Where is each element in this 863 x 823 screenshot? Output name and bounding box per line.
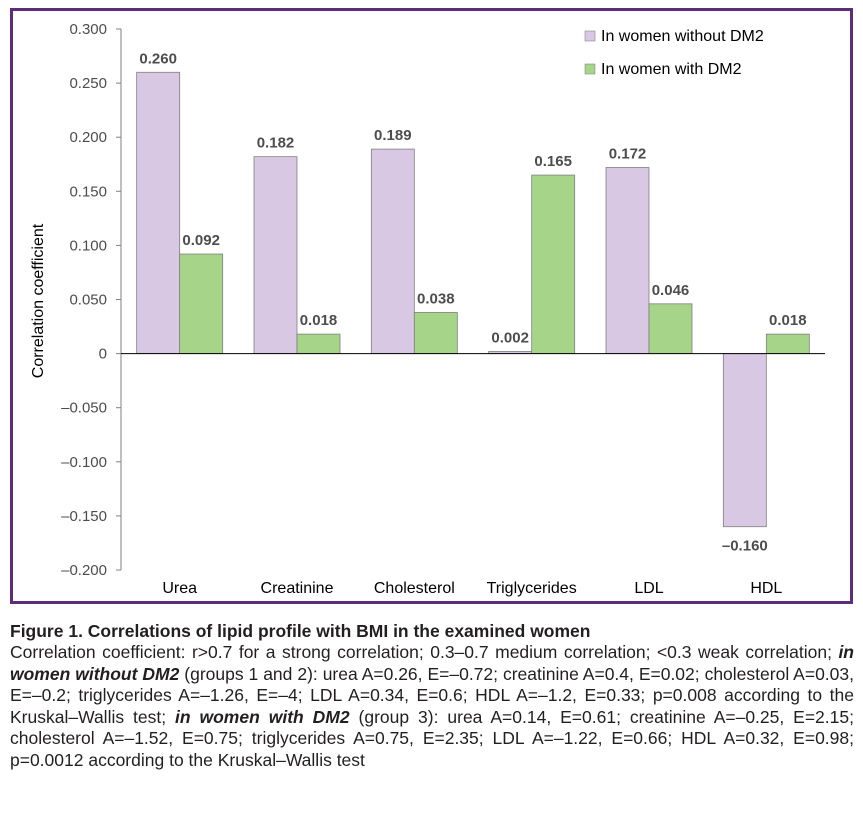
caption-body: Correlation coefficient: r>0.7 for a str… (10, 642, 854, 771)
data-label: 0.172 (609, 145, 647, 162)
data-labels: 0.260 0.092 0.182 0.018 0.189 0.038 0.002 0.165… (139, 50, 806, 554)
x-category-label: Urea (162, 580, 197, 597)
y-tick-label: –0.150 (61, 508, 107, 525)
bar (765, 333, 810, 354)
data-label: 0.092 (182, 232, 220, 249)
figure-caption: Figure 1. Correlations of lipid profile … (10, 620, 854, 771)
y-tick-label: –0.200 (61, 562, 107, 579)
category-labels: Urea Creatinine Cholesterol Triglycerides LD… (162, 580, 782, 597)
bar-chart: Correlation coefficient 0.3000.2500.2000… (30, 21, 825, 597)
bar (296, 333, 341, 354)
bar (648, 303, 693, 355)
bar (413, 312, 458, 355)
data-label: –0.160 (722, 538, 768, 555)
caption-emphasis: in women without DM2 (10, 642, 854, 684)
bar (531, 174, 576, 355)
data-label: 0.182 (257, 135, 295, 152)
bar (722, 353, 767, 528)
bar (605, 167, 650, 355)
y-axis-label: Correlation coefficient (30, 223, 47, 378)
caption-text: (group 3): urea A=0.14, E=0.61; creatini… (10, 706, 854, 770)
y-tick-label: 0.050 (69, 292, 107, 309)
y-tick-label: 0 (99, 346, 107, 363)
legend-label-with-dm2: In women with DM2 (601, 61, 742, 78)
legend: In women without DM2 In women with DM2 (584, 28, 764, 78)
x-category-label: Cholesterol (374, 580, 455, 597)
bar (136, 71, 181, 355)
y-tick-label: 0.250 (69, 75, 107, 92)
data-label: 0.018 (769, 312, 807, 329)
x-category-label: Creatinine (261, 580, 334, 597)
y-tick-label: –0.050 (61, 400, 107, 417)
y-tick-label: 0.100 (69, 237, 107, 254)
bar (253, 156, 298, 354)
bars (136, 71, 810, 528)
y-tick-label: 0.200 (69, 129, 107, 146)
bar (370, 148, 415, 355)
chart-frame: Correlation coefficient 0.300 0.250 0.200 0… (10, 8, 853, 604)
x-category-label: LDL (634, 580, 663, 597)
caption-text: (groups 1 and 2): urea A=0.26, E=–0.72; … (10, 663, 854, 727)
y-tick-label: 0.150 (69, 183, 107, 200)
y-tick-label: 0.300 (69, 21, 107, 38)
x-category-label: Triglycerides (487, 580, 577, 597)
x-category-label: HDL (750, 580, 782, 597)
data-label: 0.002 (491, 329, 529, 346)
caption-emphasis: in women with DM2 (175, 706, 350, 727)
caption-text: Correlation coefficient: r>0.7 for a str… (10, 642, 839, 662)
caption-title: Figure 1. Correlations of lipid profile … (10, 621, 591, 641)
data-label: 0.038 (417, 290, 455, 307)
legend-label-without-dm2: In women without DM2 (601, 28, 764, 45)
y-tick-label: –0.100 (61, 454, 107, 471)
y-axis: 0.300 0.250 0.200 0.150 0.100 0.050 0 –0.050 –0.… (61, 21, 122, 579)
bar (179, 253, 224, 354)
data-label: 0.260 (139, 50, 177, 67)
data-label: 0.018 (300, 312, 338, 329)
data-label: 0.165 (534, 153, 572, 170)
legend-swatch-without-dm2 (584, 30, 596, 42)
data-label: 0.046 (652, 282, 690, 299)
legend-swatch-with-dm2 (584, 63, 596, 75)
data-label: 0.189 (374, 127, 412, 144)
